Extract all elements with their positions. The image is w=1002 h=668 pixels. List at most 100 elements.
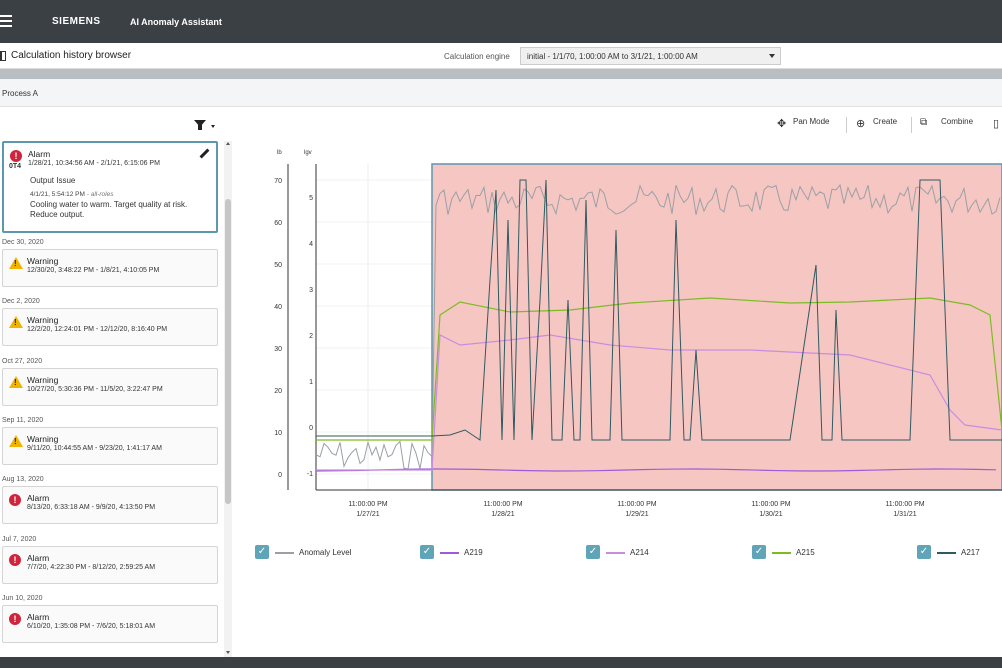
event-meta: 4/1/21, 5:54:12 PM - all-roles — [30, 191, 113, 198]
book-icon: ▯ — [993, 118, 1000, 130]
top-bar: SIEMENS AI Anomaly Assistant — [0, 0, 1002, 43]
alarm-icon: ! — [10, 150, 22, 162]
scroll-down-icon[interactable] — [226, 651, 230, 654]
engine-label: Calculation engine — [444, 52, 510, 61]
event-timestamp: 4/1/21, 5:54:12 PM — [30, 191, 85, 198]
x-tick-time: 11:00:00 PM — [617, 501, 656, 508]
filter-dropdown-icon[interactable] — [211, 125, 215, 128]
toolbar-separator — [911, 117, 912, 133]
toolbar-separator — [846, 117, 847, 133]
event-date-label: Jul 7, 2020 — [2, 535, 37, 543]
y-right-tick-label: 0 — [309, 425, 313, 432]
y-right-tick-label: 5 — [309, 195, 313, 202]
event-type: Warning — [27, 374, 59, 385]
legend-label: A219 — [464, 548, 483, 557]
alarm-icon: ! — [9, 553, 21, 566]
y-left-tick-label: 40 — [274, 304, 282, 311]
zoom-in-icon: ⊕ — [856, 118, 866, 130]
series-line-a215 — [316, 297, 1002, 441]
combine-icon: ⧉ — [920, 117, 928, 128]
event-type: Alarm — [27, 552, 50, 563]
x-tick-time: 11:00:00 PM — [348, 501, 387, 508]
engine-select[interactable]: initial - 1/1/70, 1:00:00 AM to 3/1/21, … — [520, 47, 781, 65]
anomaly-highlight-region — [431, 163, 1002, 491]
x-tick-time: 11:00:00 PM — [751, 501, 790, 508]
event-range: 1/28/21, 10:34:56 AM - 2/1/21, 6:15:06 P… — [28, 160, 160, 167]
checkbox-checked-icon[interactable]: ✓ — [586, 545, 600, 559]
scroll-thumb[interactable] — [225, 199, 231, 504]
x-tick-date: 1/30/21 — [759, 511, 782, 518]
legend-swatch — [772, 552, 791, 554]
event-card[interactable]: ! Alarm 8/13/20, 6:33:18 AM - 9/9/20, 4:13… — [2, 486, 218, 525]
menu-icon[interactable] — [0, 15, 12, 27]
event-range: 6/10/20, 1:35:08 PM - 7/6/20, 5:18:01 AM — [27, 622, 156, 630]
y-right-tick-label: 4 — [309, 241, 313, 248]
y-left-tick-label: 10 — [274, 430, 282, 437]
event-card-selected[interactable]: ! 0T4 Alarm 1/28/21, 10:34:56 AM - 2/1/2… — [2, 141, 218, 233]
event-range: 12/30/20, 3:48:22 PM - 1/8/21, 4:10:05 P… — [27, 267, 160, 274]
edit-icon[interactable] — [199, 148, 210, 159]
event-note: Cooling water to warm. Target quality at… — [30, 200, 188, 219]
event-type: Alarm — [27, 493, 50, 504]
brand-logo: SIEMENS — [52, 16, 101, 27]
y-left-tick-label: 70 — [274, 178, 282, 185]
event-card[interactable]: ! Alarm 7/7/20, 4:22:30 PM - 8/12/20, 2:59… — [2, 545, 218, 584]
event-range: 10/27/20, 5:30:36 PM - 11/5/20, 3:22:47 … — [27, 385, 163, 393]
checkbox-checked-icon[interactable]: ✓ — [420, 545, 434, 559]
series-line-a214 — [316, 334, 1002, 471]
scroll-up-icon[interactable] — [226, 142, 230, 145]
y-right-axis-label: lgv — [304, 150, 312, 156]
event-card[interactable]: ! Warning 9/11/20, 10:44:55 AM - 9/23/20, … — [2, 426, 218, 465]
event-type: Alarm — [27, 611, 50, 622]
series-line-a219 — [315, 468, 997, 472]
event-type: Alarm — [28, 149, 51, 159]
x-tick-date: 1/28/21 — [491, 511, 514, 518]
checkbox-checked-icon[interactable]: ✓ — [255, 545, 269, 559]
series-line-a217 — [316, 179, 1002, 441]
pan-mode-label: Pan Mode — [793, 117, 830, 126]
legend-swatch — [606, 552, 625, 554]
scrollbar[interactable] — [224, 141, 232, 657]
x-tick-time: 11:00:00 PM — [483, 501, 522, 508]
event-date-label: Oct 27, 2020 — [2, 357, 43, 365]
warning-icon: ! — [9, 316, 23, 329]
chevron-down-icon — [769, 54, 775, 58]
tag-icon: 0T4 — [9, 163, 22, 170]
y-right-tick-label: -1 — [307, 471, 313, 478]
event-date-label: Jun 10, 2020 — [2, 594, 43, 602]
filter-icon[interactable] — [194, 120, 206, 127]
bottom-bar — [0, 657, 1002, 668]
y-left-tick-label: 50 — [274, 262, 282, 269]
checkbox-checked-icon[interactable]: ✓ — [917, 545, 931, 559]
create-label: Create — [873, 117, 898, 126]
x-tick-date: 1/29/21 — [625, 511, 648, 518]
y-left-tick-label: 60 — [274, 220, 282, 227]
event-date-label: Aug 13, 2020 — [2, 476, 44, 484]
y-left-tick-label: 0 — [278, 472, 282, 479]
chart-legend: ✓ Anomaly Level ✓ A219 ✓ A214 ✓ A215 ✓ A217 — [0, 545, 1002, 565]
y-left-axis-label: lb — [277, 150, 282, 156]
alarm-icon: ! — [9, 494, 21, 507]
legend-swatch — [440, 552, 459, 554]
event-date-label: Sep 11, 2020 — [2, 416, 44, 424]
event-card[interactable]: ! Alarm 6/10/20, 1:35:08 PM - 7/6/20, 5:18… — [2, 604, 218, 643]
engine-select-value: initial - 1/1/70, 1:00:00 AM to 3/1/21, … — [527, 52, 698, 61]
event-card[interactable]: ! Warning 12/30/20, 3:48:22 PM - 1/8/21, 4… — [2, 249, 218, 287]
pan-mode-button[interactable]: ✥ Pan Mode — [777, 117, 830, 130]
event-card[interactable]: ! Warning 10/27/20, 5:30:36 PM - 11/5/20, … — [2, 367, 218, 406]
checkbox-checked-icon[interactable]: ✓ — [752, 545, 766, 559]
event-roles: - all-roles — [86, 191, 114, 198]
event-card[interactable]: ! Warning 12/2/20, 12:24:01 PM - 12/12/20,… — [2, 308, 218, 347]
y-left-tick-label: 30 — [274, 346, 282, 353]
legend-label: A217 — [961, 548, 980, 557]
move-icon: ✥ — [777, 118, 787, 130]
combine-button[interactable]: ⧉ Combine — [920, 117, 973, 128]
legend-swatch — [275, 552, 294, 554]
book-icon — [0, 51, 6, 61]
create-button[interactable]: ⊕ Create — [856, 117, 898, 130]
y-left-tick-label: 20 — [274, 388, 282, 395]
x-tick-date: 1/27/21 — [356, 511, 379, 518]
event-range: 9/11/20, 10:44:55 AM - 9/23/20, 1:41:17 … — [27, 444, 162, 452]
event-date-label: Dec 2, 2020 — [2, 298, 40, 306]
